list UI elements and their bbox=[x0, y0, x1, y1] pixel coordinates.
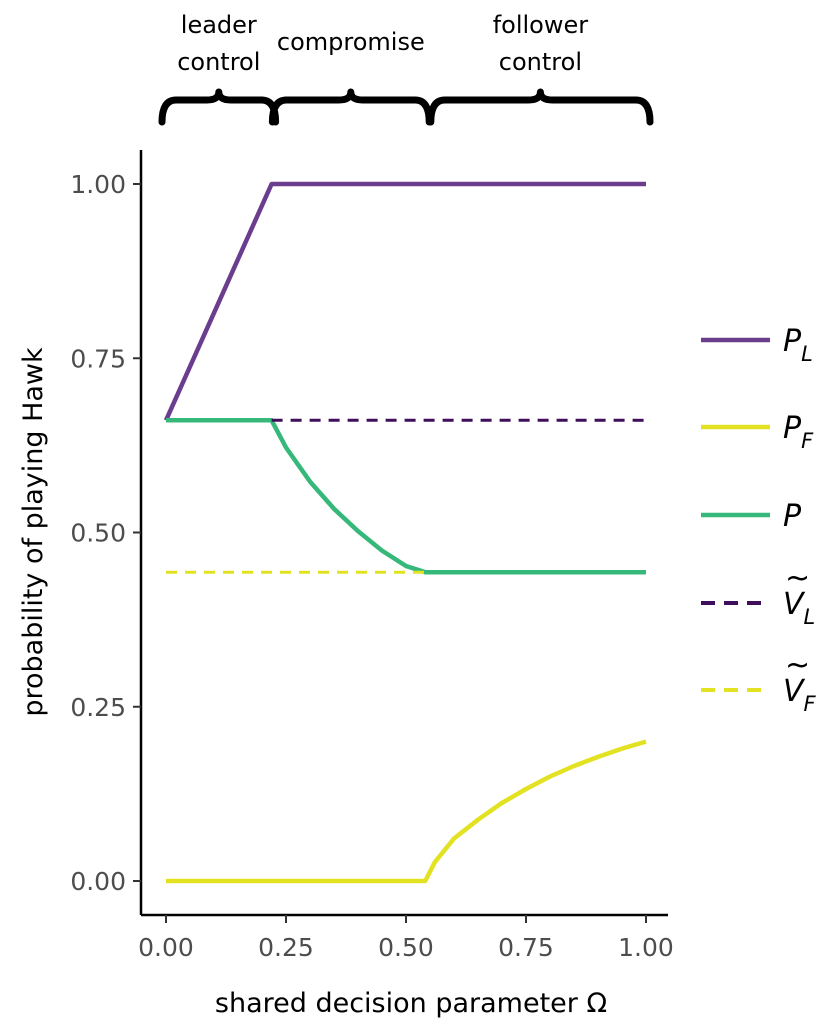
region-label: control bbox=[499, 48, 582, 76]
y-tick-label: 1.00 bbox=[70, 170, 126, 199]
region-label: leader bbox=[181, 11, 257, 39]
legend-tilde: ~ bbox=[785, 561, 810, 596]
legend-label: PF bbox=[783, 411, 814, 453]
series-line-p bbox=[166, 418, 646, 575]
legend-tilde: ~ bbox=[785, 648, 810, 683]
x-axis-title: shared decision parameter Ω bbox=[215, 988, 607, 1019]
region-brace bbox=[158, 88, 280, 126]
x-tick-label: 0.00 bbox=[138, 933, 194, 962]
y-axis-title: probability of playing Hawk bbox=[18, 347, 49, 717]
axes bbox=[139, 150, 668, 917]
x-tick-label: 0.25 bbox=[258, 933, 314, 962]
series-line-pf bbox=[166, 739, 647, 884]
y-tick-label: 0.75 bbox=[70, 344, 126, 373]
legend-label: VF bbox=[783, 674, 817, 716]
axis-ticks: 0.00 0.25 0.50 0.75 1.00 0.00 0.25 0.50 0.75 1.00 bbox=[70, 170, 674, 962]
region-label: control bbox=[177, 48, 260, 76]
y-tick-label: 0.00 bbox=[70, 867, 126, 896]
legend-label: VL bbox=[783, 587, 815, 629]
y-tick-label: 0.50 bbox=[70, 519, 126, 548]
x-tick-label: 1.00 bbox=[618, 933, 674, 962]
region-label: compromise bbox=[277, 28, 425, 56]
x-tick-label: 0.50 bbox=[378, 933, 434, 962]
series-line-pl bbox=[163, 181, 646, 422]
region-brace bbox=[427, 88, 654, 126]
legend-label: P bbox=[783, 499, 802, 534]
region-brace bbox=[268, 88, 433, 126]
x-tick-label: 0.75 bbox=[498, 933, 554, 962]
series-lines bbox=[163, 181, 647, 884]
region-label: follower bbox=[493, 11, 589, 39]
region-brackets: leader control compromise follower control bbox=[158, 11, 654, 126]
y-tick-label: 0.25 bbox=[70, 693, 126, 722]
legend-label: PL bbox=[783, 324, 813, 366]
